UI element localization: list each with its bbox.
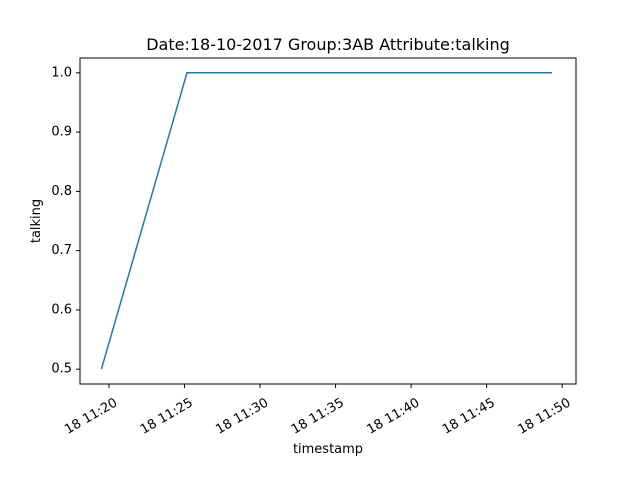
x-tick-label: 18 11:30 (213, 395, 271, 437)
series-line (100, 72, 553, 370)
y-tick-label: 0.7 (51, 243, 72, 258)
x-tick-label: 18 11:20 (62, 395, 120, 437)
x-tick-label: 18 11:40 (364, 395, 422, 437)
y-axis-label: talking (29, 199, 44, 243)
series-layer (100, 72, 553, 370)
x-tick-label: 18 11:35 (289, 395, 347, 437)
y-tick-label: 0.8 (51, 184, 72, 199)
x-axis-label: timestamp (293, 442, 363, 457)
x-tick-label: 18 11:45 (440, 395, 498, 437)
y-tick-label: 0.9 (51, 125, 72, 140)
x-tick-label: 18 11:25 (138, 395, 196, 437)
y-tick-label: 0.6 (51, 302, 72, 317)
plot-area (79, 57, 577, 385)
x-tick-label: 18 11:50 (516, 395, 574, 437)
chart-title: Date:18-10-2017 Group:3AB Attribute:talk… (146, 35, 510, 54)
y-tick-label: 0.5 (51, 362, 72, 377)
y-tick-label: 1.0 (51, 65, 72, 80)
y-axis-ticks: 0.5 0.6 0.7 0.8 0.9 1.0 (51, 65, 80, 377)
x-axis-ticks: 18 11:20 18 11:25 18 11:30 18 11:35 18 11:40… (62, 384, 573, 438)
